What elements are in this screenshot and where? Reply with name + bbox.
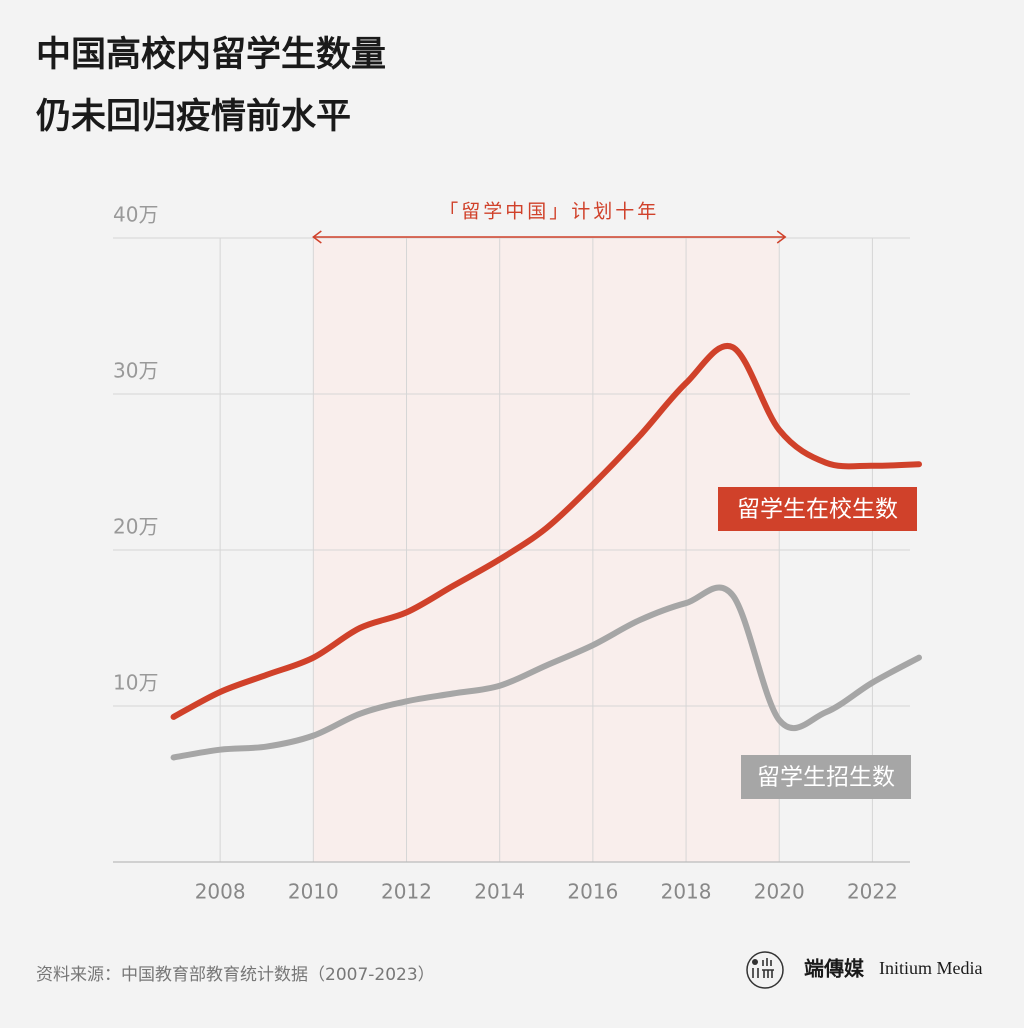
y-tick-label: 20万 bbox=[113, 515, 158, 539]
source-note: 资料来源：中国教育部教育统计数据（2007-2023） bbox=[36, 965, 435, 985]
arrow-head bbox=[312, 230, 322, 244]
plot-area: 10万 20万 30万 40万 2008 2010 2012 2014 2016 2018 2020… bbox=[113, 201, 922, 904]
legend-label: 留学生招生数 bbox=[757, 765, 895, 791]
logo-dot bbox=[752, 959, 758, 965]
x-tick-label: 2018 bbox=[661, 880, 712, 904]
x-tick-label: 2014 bbox=[474, 880, 525, 904]
logo-circle bbox=[746, 951, 784, 989]
legend-box bbox=[718, 487, 917, 531]
chart-title: 仍未回归疫情前水平 bbox=[36, 97, 351, 137]
brand-en: Initium Media bbox=[879, 958, 982, 978]
legend-box bbox=[741, 755, 911, 799]
y-tick-label: 10万 bbox=[113, 671, 158, 695]
brand-logo: 端傳媒 Initium Media bbox=[746, 951, 982, 989]
series-line bbox=[170, 584, 922, 761]
brand-cn: 端傳媒 bbox=[804, 957, 865, 981]
arrow-head bbox=[776, 230, 787, 244]
annotation-label: 「留学中国」计划十年 bbox=[439, 201, 659, 223]
x-tick-label: 2022 bbox=[847, 880, 898, 904]
y-tick-label: 40万 bbox=[113, 203, 158, 227]
x-tick-label: 2010 bbox=[288, 880, 339, 904]
series-line bbox=[170, 342, 922, 720]
x-tick-label: 2020 bbox=[754, 880, 805, 904]
chart-title: 中国高校内留学生数量 bbox=[36, 34, 386, 75]
legend-label: 留学生在校生数 bbox=[737, 497, 898, 523]
y-tick-label: 30万 bbox=[113, 359, 158, 383]
x-tick-label: 2016 bbox=[567, 880, 618, 904]
logo-glyph bbox=[752, 958, 774, 978]
x-tick-label: 2008 bbox=[195, 880, 246, 904]
x-tick-label: 2012 bbox=[381, 880, 432, 904]
